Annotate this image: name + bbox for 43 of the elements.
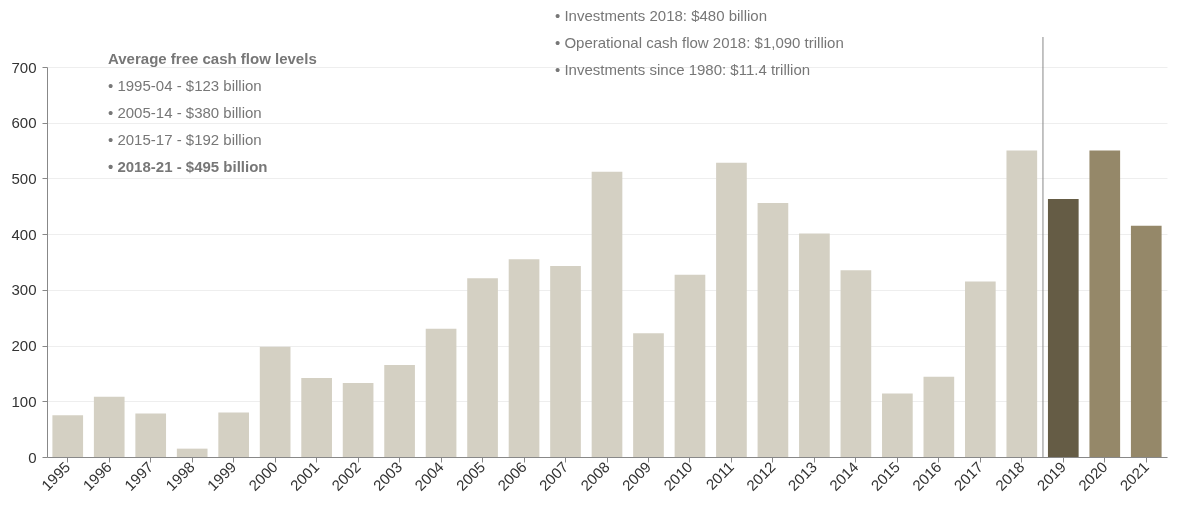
bar [93,396,125,457]
bar [591,171,623,457]
bar [52,415,84,457]
bar [550,265,581,457]
bar [1089,150,1121,457]
bar [176,448,208,457]
text: • Investments 2018: $480 billion [555,6,769,26]
annotation: • 2015-17 - $192 billion [108,130,263,150]
annotation: • 2018-21 - $495 billion [108,157,269,177]
bar [882,393,913,457]
bar [135,413,167,457]
annotation: • 2005-14 - $380 billion [108,103,263,123]
text: Average free cash flow levels [108,49,318,69]
annotation: • Investments since 1980: $11.4 trillion [555,60,812,80]
bar [716,162,747,457]
y-tick-label: 100 [11,392,37,410]
bar [301,377,332,457]
y-tick-label: 0 [28,448,37,466]
bar [923,376,955,457]
bar [467,278,498,457]
bar [1047,199,1079,457]
y-tick-label: 700 [11,58,37,76]
y-tick-label: 300 [11,281,37,299]
bar [384,365,415,457]
bar [633,333,664,457]
bar [674,274,706,457]
bar [425,328,457,457]
bar [840,270,872,457]
bar [799,233,830,457]
bar [757,202,789,457]
y-tick-label: 200 [11,337,37,355]
bar [1130,225,1162,457]
bar [259,346,291,457]
bar [342,382,374,457]
text: • Operational cash flow 2018: $1,090 trillion [555,33,845,53]
y-tick-label: 600 [11,114,37,132]
bar [508,259,540,457]
y-tick-label: 500 [11,169,37,187]
bar [964,281,996,457]
y-tick-label: 400 [11,225,37,243]
bar [218,412,250,457]
annotation: • 1995-04 - $123 billion [108,76,263,96]
bar [1006,150,1038,457]
